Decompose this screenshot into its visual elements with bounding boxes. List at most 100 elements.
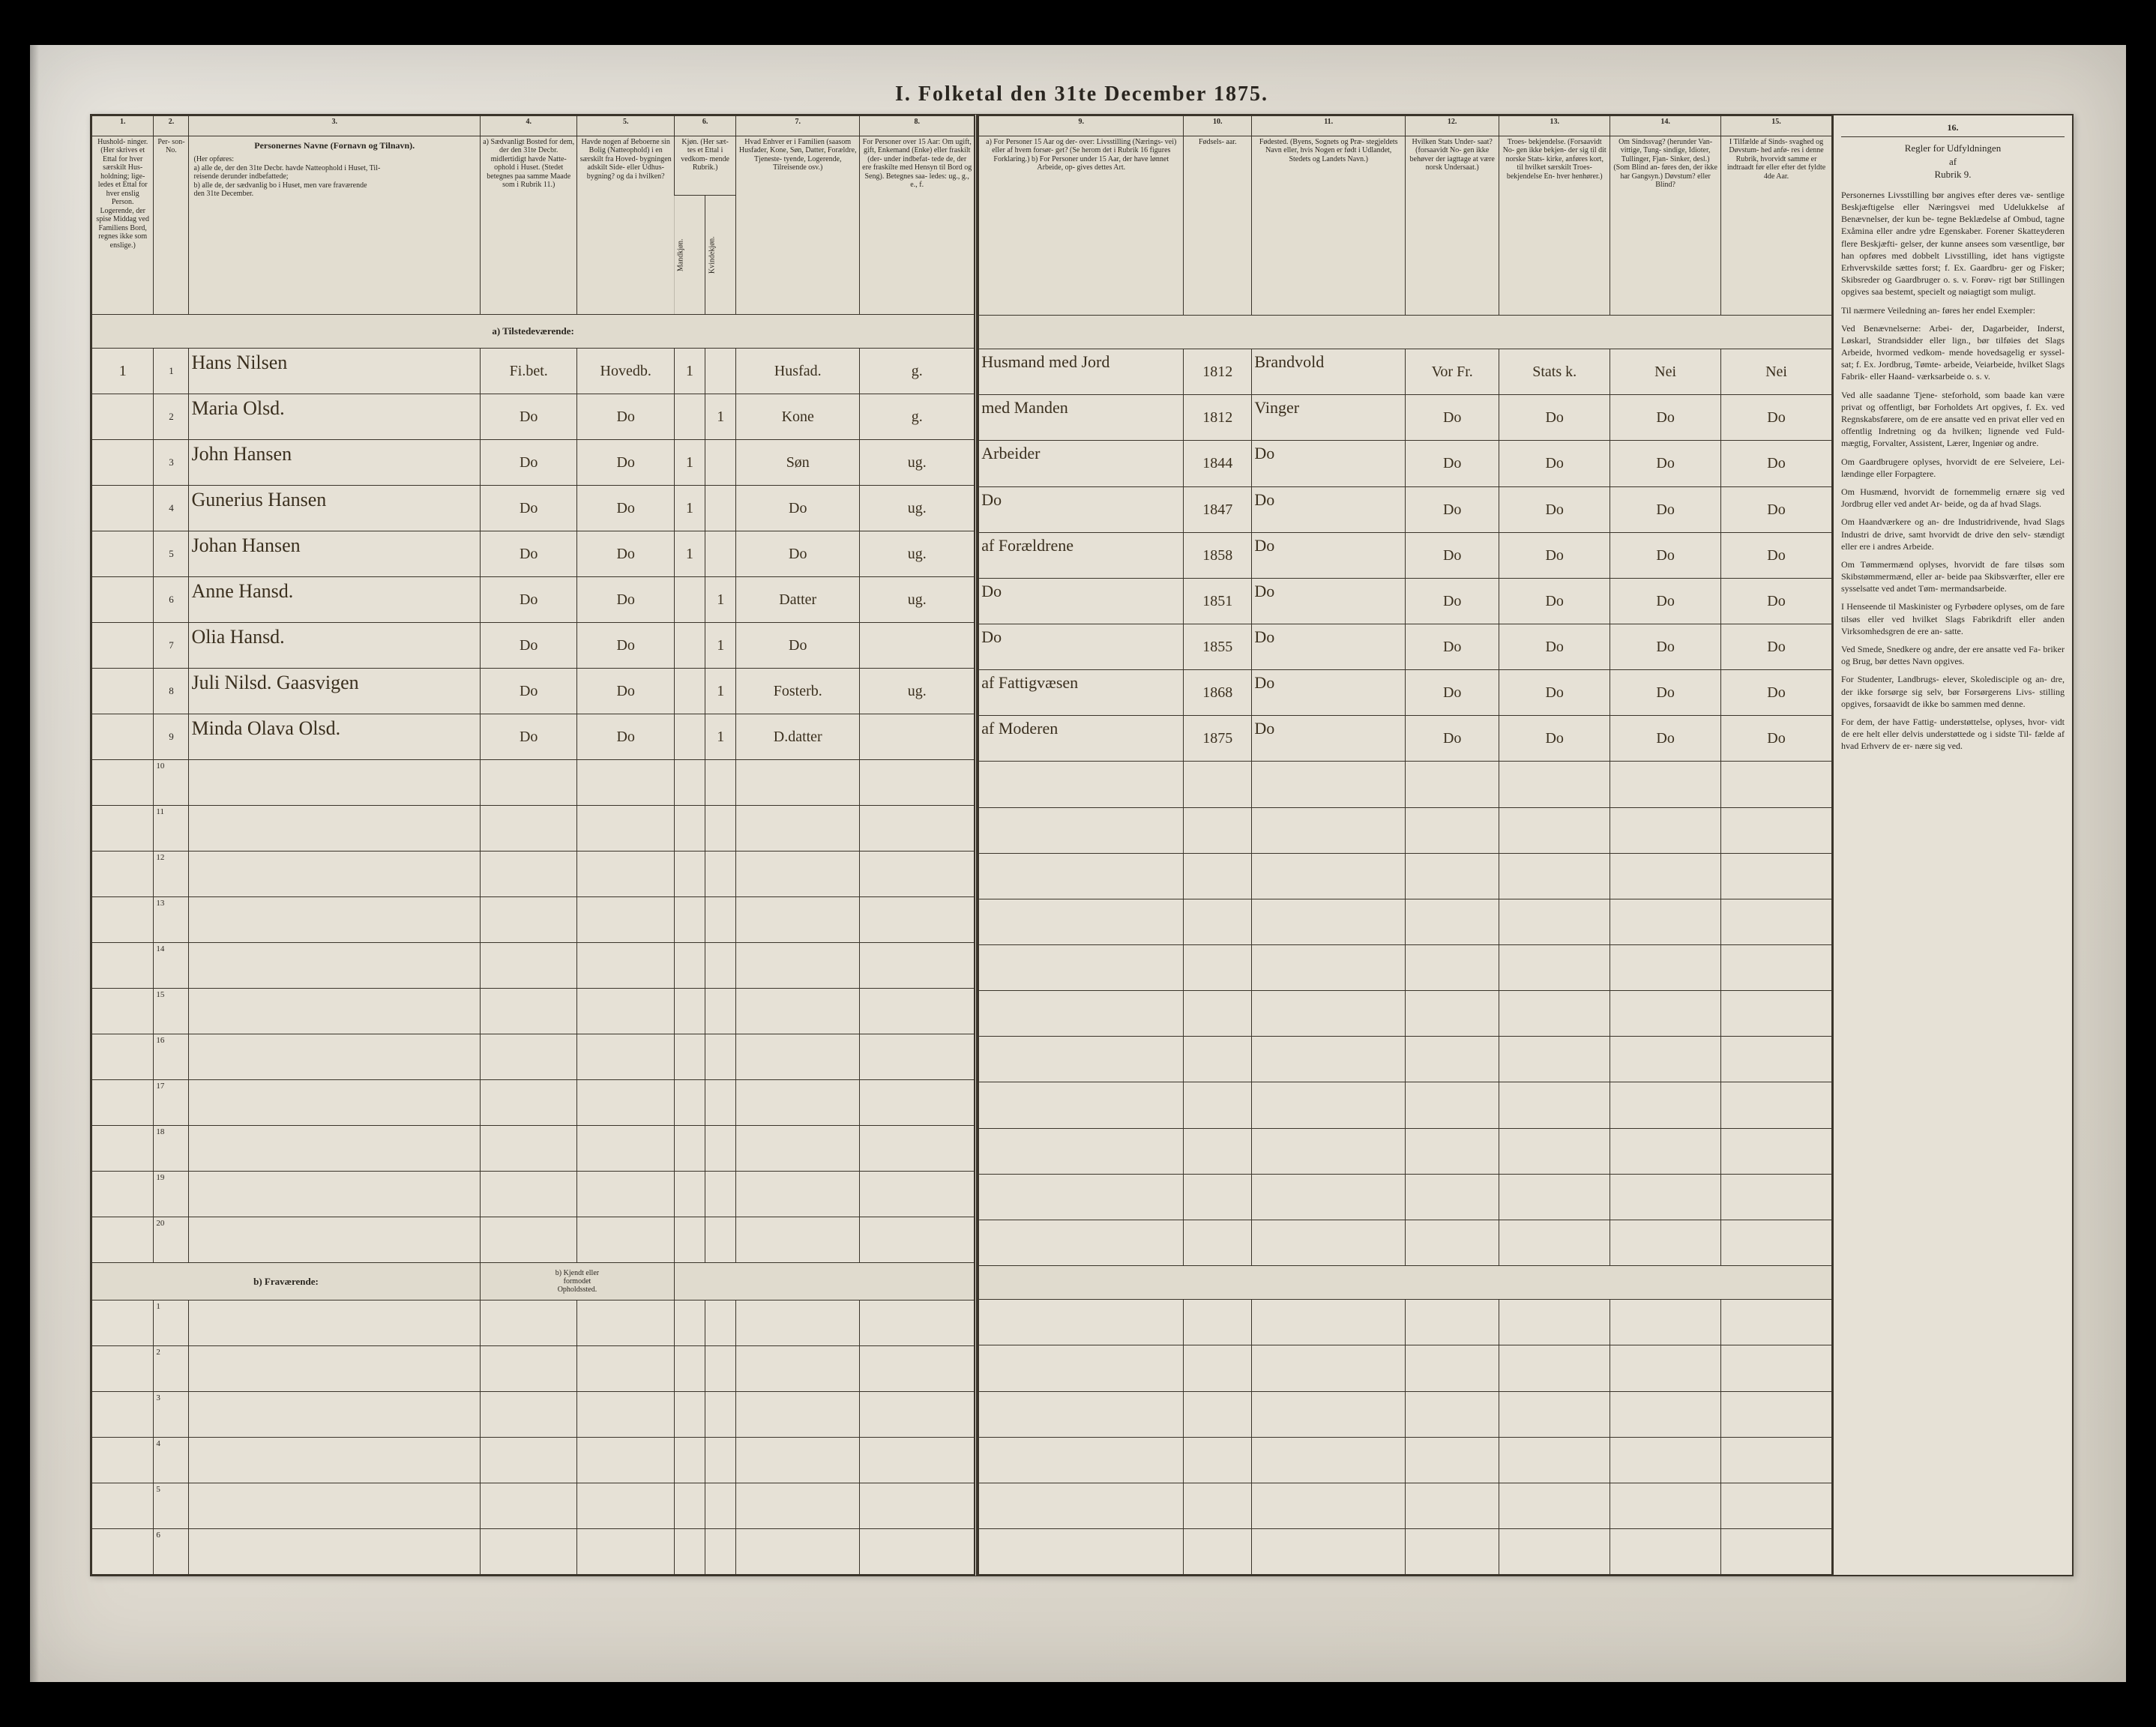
- cell-fam: Fosterb.: [736, 669, 860, 714]
- cell-c12: Do: [1406, 670, 1499, 716]
- table-row: 8Juli Nilsd. GaasvigenDoDo1Fosterb.ug.: [92, 669, 975, 714]
- cell-name: Anne Hansd.: [189, 577, 480, 623]
- section-a-row-r: [979, 315, 1832, 349]
- cell-no: 13: [154, 897, 189, 943]
- table-row-absent: 4: [92, 1438, 975, 1483]
- section-b-empty-r: [979, 1266, 1832, 1300]
- cell-m: 1: [674, 531, 705, 577]
- cell-c5: Do: [577, 486, 674, 531]
- table-row: 2Maria Olsd.DoDo1Koneg.: [92, 394, 975, 440]
- table-row-absent: 3: [92, 1392, 975, 1438]
- cell-aar: 1847: [1184, 486, 1252, 532]
- cell-c13: Do: [1499, 395, 1610, 441]
- sidebar-p7: Om Haandværkere og an- dre Industridrive…: [1841, 516, 2065, 552]
- cell-no: 5: [154, 1483, 189, 1529]
- right-table: 9. 10. 11. 12. 13. 14. 15. a) For Person…: [978, 115, 1832, 1575]
- sidebar-p10: Ved Smede, Snedkere og andre, der ere an…: [1841, 643, 2065, 667]
- sidebar-p6: Om Husmænd, hvorvidt de fornemmelig ernæ…: [1841, 486, 2065, 510]
- cell-fsted: Brandvold: [1252, 349, 1406, 395]
- cell-liv: Arbeider: [979, 441, 1184, 486]
- sidebar-p4: Ved alle saadanne Tjene- steforhold, som…: [1841, 389, 2065, 450]
- cell-c15: Do: [1721, 670, 1832, 716]
- cell-hh: [92, 714, 154, 760]
- colnum-15: 15.: [1721, 116, 1832, 136]
- cell-c12: Do: [1406, 532, 1499, 578]
- head-c6: Kjøn. (Her sæt- tes et Ettal i vedkom- m…: [674, 136, 735, 196]
- table-row-blank: [979, 945, 1832, 991]
- cell-fam: Do: [736, 623, 860, 669]
- table-row: med Manden1812VingerDoDoDoDo: [979, 395, 1832, 441]
- cell-name: Johan Hansen: [189, 531, 480, 577]
- cell-c14: Do: [1610, 624, 1721, 669]
- cell-no: 4: [154, 1438, 189, 1483]
- cell-civ: g.: [860, 394, 975, 440]
- colnum-row-r: 9. 10. 11. 12. 13. 14. 15.: [979, 116, 1832, 136]
- cell-civ: ug.: [860, 669, 975, 714]
- cell-c12: Do: [1406, 578, 1499, 624]
- head-c12: Hvilken Stats Under- saat? (forsaavidt N…: [1406, 136, 1499, 315]
- cell-c13: Do: [1499, 624, 1610, 669]
- colnum-11: 11.: [1252, 116, 1406, 136]
- colnum-7: 7.: [736, 116, 860, 136]
- cell-k: 1: [705, 394, 736, 440]
- head-c3-sub: (Her opføres: a) alle de, der den 31te D…: [193, 155, 475, 199]
- colnum-14: 14.: [1610, 116, 1721, 136]
- cell-c4: Do: [480, 623, 576, 669]
- table-row-absent: [979, 1483, 1832, 1528]
- census-sheet: 1. 2. 3. 4. 5. 6. 7. 8. Hushold- ninger.…: [90, 114, 2074, 1576]
- cell-no: 17: [154, 1080, 189, 1126]
- cell-c14: Do: [1610, 670, 1721, 716]
- cell-hh: [92, 440, 154, 486]
- cell-aar: 1812: [1184, 349, 1252, 395]
- colnum-12: 12.: [1406, 116, 1499, 136]
- cell-civ: ug.: [860, 531, 975, 577]
- cell-c14: Do: [1610, 441, 1721, 486]
- cell-liv: af Moderen: [979, 716, 1184, 762]
- cell-c15: Do: [1721, 395, 1832, 441]
- table-row-blank: 16: [92, 1034, 975, 1080]
- right-data-body: Husmand med Jord1812BrandvoldVor Fr.Stat…: [979, 349, 1832, 762]
- cell-aar: 1858: [1184, 532, 1252, 578]
- table-row-absent: [979, 1437, 1832, 1483]
- cell-c15: Do: [1721, 532, 1832, 578]
- head-c7: Hvad Enhver er i Familien (saasom Husfad…: [736, 136, 860, 315]
- table-row-blank: 14: [92, 943, 975, 989]
- cell-no: 1: [154, 1300, 189, 1346]
- table-row: 4Gunerius HansenDoDo1Doug.: [92, 486, 975, 531]
- cell-no: 9: [154, 714, 189, 760]
- table-row: Do1847DoDoDoDoDo: [979, 486, 1832, 532]
- colnum-5: 5.: [577, 116, 674, 136]
- table-row-blank: [979, 1220, 1832, 1265]
- left-absent-body: 123456: [92, 1300, 975, 1575]
- cell-k: [705, 440, 736, 486]
- cell-fam: Kone: [736, 394, 860, 440]
- cell-c14: Do: [1610, 486, 1721, 532]
- cell-hh: 1: [92, 349, 154, 394]
- cell-fam: Søn: [736, 440, 860, 486]
- table-row: Do1851DoDoDoDoDo: [979, 578, 1832, 624]
- cell-fsted: Do: [1252, 578, 1406, 624]
- cell-no: 2: [154, 394, 189, 440]
- cell-m: [674, 714, 705, 760]
- head-c3-title: Personernes Navne (Fornavn og Tilnavn).: [193, 141, 475, 151]
- cell-no: 8: [154, 669, 189, 714]
- right-blank-body: [979, 762, 1832, 1266]
- table-row-blank: 13: [92, 897, 975, 943]
- cell-m: 1: [674, 349, 705, 394]
- cell-c13: Do: [1499, 716, 1610, 762]
- header-row: Hushold- ninger. (Her skrives et Ettal f…: [92, 136, 975, 196]
- cell-liv: Do: [979, 624, 1184, 669]
- table-row: af Forældrene1858DoDoDoDoDo: [979, 532, 1832, 578]
- cell-fsted: Do: [1252, 716, 1406, 762]
- cell-c13: Do: [1499, 578, 1610, 624]
- head-c1: Hushold- ninger. (Her skrives et Ettal f…: [92, 136, 154, 315]
- cell-c5: Do: [577, 440, 674, 486]
- cell-c14: Do: [1610, 716, 1721, 762]
- cell-liv: Do: [979, 486, 1184, 532]
- head-c10: Fødsels- aar.: [1184, 136, 1252, 315]
- left-data-body: 11Hans NilsenFi.bet.Hovedb.1Husfad.g.2Ma…: [92, 349, 975, 760]
- right-page: 9. 10. 11. 12. 13. 14. 15. a) For Person…: [977, 114, 2074, 1576]
- table-row: 6Anne Hansd.DoDo1Datterug.: [92, 577, 975, 623]
- cell-c14: Do: [1610, 578, 1721, 624]
- cell-hh: [92, 531, 154, 577]
